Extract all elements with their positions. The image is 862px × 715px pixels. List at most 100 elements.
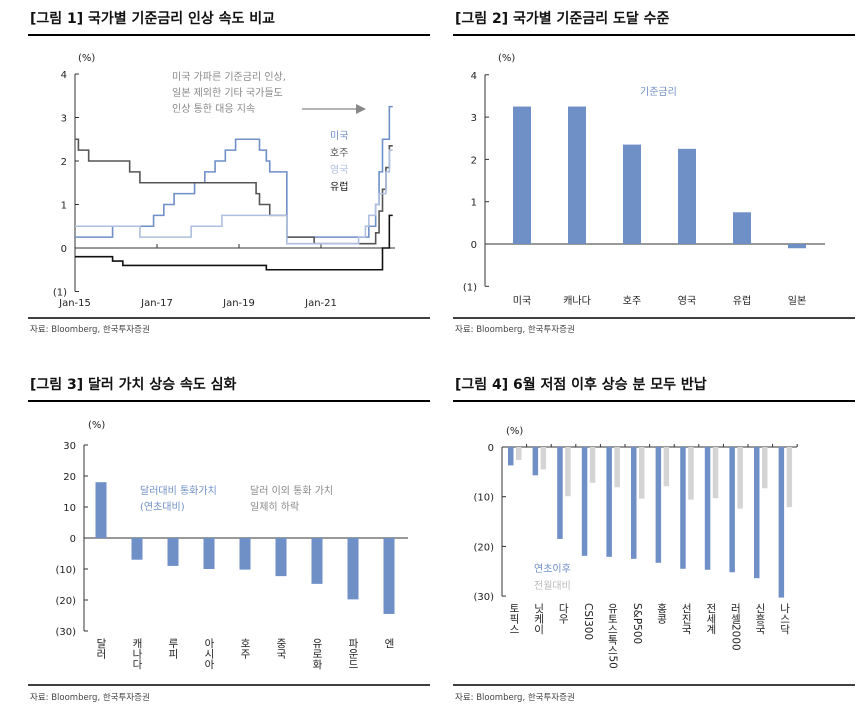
chart1-unit: (%) — [78, 53, 95, 64]
chart2-y-tick-label: 4 — [471, 71, 477, 82]
legend-europe: 유럽 — [330, 181, 348, 193]
chart4-x-tick-label: S&P500 — [631, 603, 643, 644]
chart2-y-tick-label: 2 — [471, 155, 477, 166]
chart2-y-tick-label: (1) — [463, 282, 477, 293]
chart2-bar — [513, 106, 531, 245]
chart4-x-tick-label: CSI300 — [582, 603, 594, 640]
chart4-bar-ytd — [631, 447, 637, 559]
chart2-x-tick-label: 캐나다 — [563, 295, 591, 307]
legend-us: 미국 — [330, 130, 348, 142]
chart4-title: [그림 4] 6월 저점 이후 상승 분 모두 반납 — [455, 376, 707, 393]
chart3-bar — [275, 538, 287, 577]
chart3-title: [그림 3] 달러 가치 상승 속도 심화 — [30, 377, 236, 393]
chart4-bar-ytd — [754, 447, 760, 579]
chart1-series-uk — [75, 149, 393, 245]
source-note: 자료: Bloomberg, 한국투자증권 — [455, 692, 575, 703]
chart3-y-tick-label: 20 — [63, 472, 76, 483]
chart3-x-tick-label: 루피 — [167, 638, 179, 660]
chart3-x-tick-label: 유로화 — [311, 638, 323, 670]
chart4-bar-ytd — [557, 447, 563, 539]
chart3-bar — [311, 538, 323, 584]
chart3-y-tick-label: 30 — [63, 441, 76, 452]
chart3-unit: (%) — [88, 420, 105, 431]
chart4-bar-mom — [663, 447, 670, 487]
source-note: 자료: Bloomberg, 한국투자증권 — [455, 324, 575, 335]
chart4-bar-mom — [614, 447, 620, 488]
chart4-bar-mom — [540, 447, 547, 470]
chart4-x-tick-label: 전세계 — [705, 603, 717, 635]
chart3-y-tick-label: (10) — [55, 565, 76, 576]
chart3-x-tick-label: 아시아 — [203, 638, 215, 670]
chart4-bar-ytd — [532, 447, 539, 476]
chart2-bar — [733, 212, 751, 244]
chart4-x-tick-label: 닛케이 — [533, 603, 545, 635]
chart4-bar-ytd — [606, 447, 612, 557]
chart1-x-tick-label: Jan-19 — [222, 298, 255, 309]
chart3-bar — [131, 538, 143, 560]
chart4-bar-ytd — [508, 447, 514, 466]
chart4-bar-mom — [589, 447, 596, 483]
chart4-y-tick-label: (10) — [473, 493, 494, 504]
legend-uk: 영국 — [330, 164, 348, 176]
source-note: 자료: Bloomberg, 한국투자증권 — [30, 324, 150, 335]
chart1-y-tick-label: (1) — [53, 288, 67, 299]
chart3-bar — [239, 538, 251, 570]
chart1-y-tick-label: 4 — [61, 70, 67, 81]
chart2-unit: (%) — [498, 53, 515, 64]
chart1-y-tick-label: 3 — [61, 114, 67, 125]
chart4-x-tick-label: 유토스톡스50 — [606, 603, 618, 669]
chart1-y-tick-label: 2 — [61, 157, 67, 168]
chart4-x-tick-label: 신흥국 — [754, 603, 766, 635]
chart1-series-europe — [75, 214, 393, 271]
chart4-x-tick-label: 홍콩 — [656, 602, 668, 624]
chart4-bar-mom — [786, 447, 793, 508]
arrow-head-icon — [356, 104, 366, 114]
chart1-y-tick-label: 1 — [61, 201, 67, 212]
chart2-x-tick-label: 영국 — [678, 295, 696, 307]
chart4-legend-mom: 전월대비 — [534, 580, 571, 592]
chart3-bar — [95, 482, 107, 538]
chart4-bar-mom — [688, 447, 694, 500]
chart1-y-tick-label: 0 — [61, 244, 67, 255]
chart4-bar-ytd — [729, 447, 735, 573]
chart2-y-tick-label: 0 — [471, 240, 477, 251]
chart4-x-tick-label: 선진국 — [680, 603, 692, 635]
chart4-bar-mom — [565, 447, 571, 497]
chart2-bar — [678, 148, 696, 244]
chart1-x-tick-label: Jan-21 — [304, 298, 337, 309]
chart2-x-tick-label: 유럽 — [733, 295, 751, 307]
chart2-x-tick-label: 미국 — [513, 295, 531, 307]
chart3-bar — [203, 538, 215, 569]
chart4-bar-mom — [516, 447, 522, 460]
chart2-x-tick-label: 호주 — [623, 295, 641, 307]
chart2-x-tick-label: 일본 — [788, 295, 806, 307]
chart3-annotation-gray: 일제히 하락 — [250, 500, 299, 513]
chart3-annotation-blue: 달러대비 통화가치 — [140, 485, 217, 497]
chart2-bar — [788, 244, 806, 249]
chart4-bar-mom — [762, 447, 768, 489]
chart4-bar-mom — [712, 447, 719, 499]
chart4-bar-ytd — [778, 447, 785, 598]
chart4-bar-ytd — [704, 447, 711, 570]
chart4-x-tick-label: 나스닥 — [779, 603, 791, 635]
chart4-y-tick-label: (30) — [473, 592, 494, 603]
chart1-annotation: 인상 통한 대응 지속 — [172, 103, 255, 115]
chart4-x-tick-label: 토픽스 — [508, 603, 520, 635]
chart3-bar — [167, 538, 179, 566]
chart2-bar — [568, 106, 586, 245]
chart3-y-tick-label: 10 — [63, 503, 76, 514]
chart2-y-tick-label: 3 — [471, 113, 477, 124]
chart3-x-tick-label: 캐나다 — [131, 638, 143, 670]
chart2-legend: 기준금리 — [640, 86, 677, 98]
chart3-annotation-gray: 달러 이외 통화 가치 — [250, 485, 333, 497]
chart4-x-tick-label: 러셀2000 — [729, 603, 741, 651]
legend-australia: 호주 — [330, 147, 348, 159]
chart3-x-tick-label: 호주 — [239, 638, 251, 660]
chart3-bar — [347, 538, 359, 600]
chart3-y-tick-label: 0 — [70, 534, 76, 545]
chart2-bar — [623, 144, 641, 244]
chart4-y-tick-label: (20) — [473, 542, 494, 553]
chart3-x-tick-label: 달러 — [95, 638, 107, 660]
